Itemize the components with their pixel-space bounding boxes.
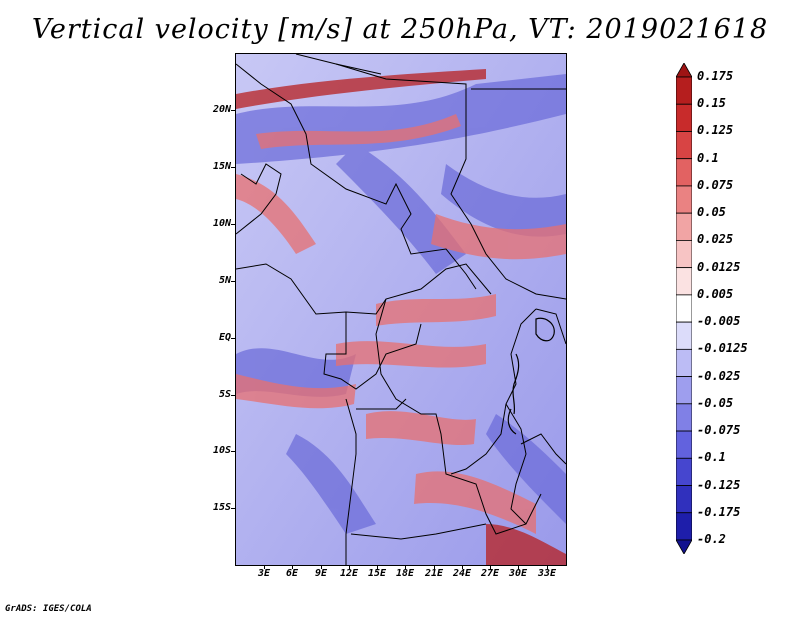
colorbar-label: 0.05 <box>697 205 726 220</box>
lat-tick <box>231 110 235 111</box>
lon-label-21e: 21E <box>424 568 444 579</box>
lon-tick <box>349 565 350 569</box>
colorbar-label: 0.005 <box>697 286 734 301</box>
lat-tick <box>231 451 235 452</box>
country-borders <box>236 54 566 565</box>
colorbar-segment <box>676 158 692 187</box>
colorbar-segment <box>676 485 692 514</box>
lon-tick <box>434 565 435 569</box>
colorbar-label: -0.025 <box>697 368 741 383</box>
colorbar-segment <box>676 131 692 160</box>
colorbar-segment <box>676 76 692 105</box>
colorbar-segment <box>676 267 692 296</box>
colorbar-label: -0.175 <box>697 504 741 519</box>
lat-label-eq: EQ <box>218 332 231 343</box>
lat-tick <box>231 395 235 396</box>
lat-tick <box>231 281 235 282</box>
colorbar-segment <box>676 376 692 405</box>
lat-label-15n: 15N <box>212 161 231 172</box>
lat-label-10n: 10N <box>212 218 231 229</box>
colorbar-segment <box>676 321 692 350</box>
colorbar-label: -0.075 <box>697 423 741 438</box>
colorbar-top-arrow <box>676 63 692 78</box>
colorbar-segment <box>676 294 692 323</box>
lon-label-9e: 9E <box>314 568 328 579</box>
lat-tick <box>231 338 235 339</box>
lon-label-6e: 6E <box>285 568 299 579</box>
lon-label-27e: 27E <box>480 568 500 579</box>
lon-tick <box>462 565 463 569</box>
colorbar-label: -0.05 <box>697 395 734 410</box>
colorbar-label: -0.2 <box>697 532 726 546</box>
lon-label-24e: 24E <box>452 568 472 579</box>
colorbar-label: 0.125 <box>697 123 734 138</box>
colorbar-label: 0.1 <box>697 150 719 165</box>
velocity-field <box>236 54 566 565</box>
lat-tick <box>231 508 235 509</box>
colorbar-segment <box>676 403 692 432</box>
lat-label-5n: 5N <box>218 275 231 286</box>
lon-label-15e: 15E <box>367 568 387 579</box>
lat-label-5s: 5S <box>218 389 231 400</box>
colorbar-segment <box>676 512 692 541</box>
colorbar-segment <box>676 185 692 214</box>
lon-tick <box>264 565 265 569</box>
colorbar-label: 0.025 <box>697 232 734 247</box>
lon-label-33e: 33E <box>537 568 557 579</box>
lon-tick <box>377 565 378 569</box>
lon-label-30e: 30E <box>508 568 528 579</box>
colorbar-label: 0.15 <box>697 96 726 111</box>
colorbar-segment <box>676 457 692 486</box>
colorbar-bottom-arrow <box>676 539 692 554</box>
colorbar-segment <box>676 103 692 132</box>
colorbar-segment <box>676 430 692 459</box>
map-title: Vertical velocity [m/s] at 250hPa, VT: 2… <box>31 14 769 45</box>
colorbar <box>676 63 692 554</box>
colorbar-label: -0.0125 <box>697 341 748 356</box>
colorbar-label: -0.005 <box>697 314 741 329</box>
lon-label-3e: 3E <box>257 568 271 579</box>
lon-tick <box>292 565 293 569</box>
lat-tick <box>231 167 235 168</box>
lat-tick <box>231 224 235 225</box>
colorbar-label: -0.1 <box>697 450 726 465</box>
colorbar-segment <box>676 240 692 269</box>
lon-label-18e: 18E <box>395 568 415 579</box>
lon-tick <box>547 565 548 569</box>
lat-label-20n: 20N <box>212 104 231 115</box>
colorbar-segment <box>676 348 692 377</box>
map-panel <box>235 53 567 566</box>
footer-credit: GrADS: IGES/COLA <box>5 604 92 614</box>
lon-tick <box>321 565 322 569</box>
lat-label-15s: 15S <box>212 502 231 513</box>
colorbar-label: 0.075 <box>697 177 734 192</box>
lat-label-10s: 10S <box>212 445 231 456</box>
colorbar-segment <box>676 212 692 241</box>
lakes <box>507 317 555 435</box>
colorbar-label: 0.175 <box>697 69 734 83</box>
lon-tick <box>490 565 491 569</box>
lon-label-12e: 12E <box>339 568 359 579</box>
colorbar-label: -0.125 <box>697 477 741 492</box>
colorbar-label: 0.0125 <box>697 259 741 274</box>
ascending-regions <box>236 69 566 565</box>
lon-tick <box>405 565 406 569</box>
lon-tick <box>518 565 519 569</box>
